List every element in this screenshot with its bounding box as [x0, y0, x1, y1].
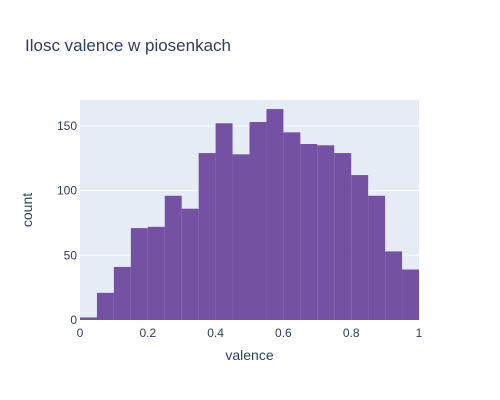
x-tick-label-1: 0.2 [139, 326, 156, 340]
histogram-bar-4 [147, 226, 165, 320]
histogram-bar-13 [300, 144, 318, 320]
histogram-bar-3 [130, 228, 148, 320]
x-tick-label-2: 0.4 [207, 326, 224, 340]
histogram-bar-18 [385, 251, 403, 320]
histogram-bar-8 [215, 123, 233, 320]
y-tick-label-2: 100 [57, 184, 77, 198]
y-axis-title: count [19, 193, 35, 227]
histogram-bar-2 [113, 266, 131, 320]
histogram-bar-12 [283, 132, 301, 320]
histogram-bar-5 [164, 195, 182, 320]
histogram-bar-1 [96, 292, 114, 320]
histogram-bar-0 [80, 317, 97, 320]
y-tick-label-0: 0 [70, 313, 77, 327]
histogram-bar-10 [249, 122, 267, 320]
bars [80, 109, 419, 320]
x-tick-label-0: 0 [77, 326, 84, 340]
histogram-bar-16 [351, 175, 369, 320]
histogram-bar-7 [198, 153, 216, 320]
histogram-bar-17 [368, 195, 386, 320]
histogram-bar-9 [232, 154, 250, 320]
x-axis-title: valence [225, 347, 273, 363]
x-axis-ticks: 0 0.2 0.4 0.6 0.8 1 [77, 326, 423, 340]
histogram-bar-11 [266, 109, 284, 320]
y-tick-label-3: 150 [57, 119, 77, 133]
x-tick-label-5: 1 [416, 326, 423, 340]
y-tick-label-1: 50 [64, 248, 78, 262]
histogram-bar-6 [181, 208, 199, 320]
chart-title: Ilosc valence w piosenkach [25, 36, 231, 55]
y-axis-ticks: 0 50 100 150 [57, 119, 77, 327]
histogram-bar-19 [402, 269, 419, 320]
histogram-bar-14 [317, 145, 335, 320]
histogram-bar-15 [334, 153, 352, 320]
x-tick-label-4: 0.8 [343, 326, 360, 340]
x-tick-label-3: 0.6 [275, 326, 292, 340]
